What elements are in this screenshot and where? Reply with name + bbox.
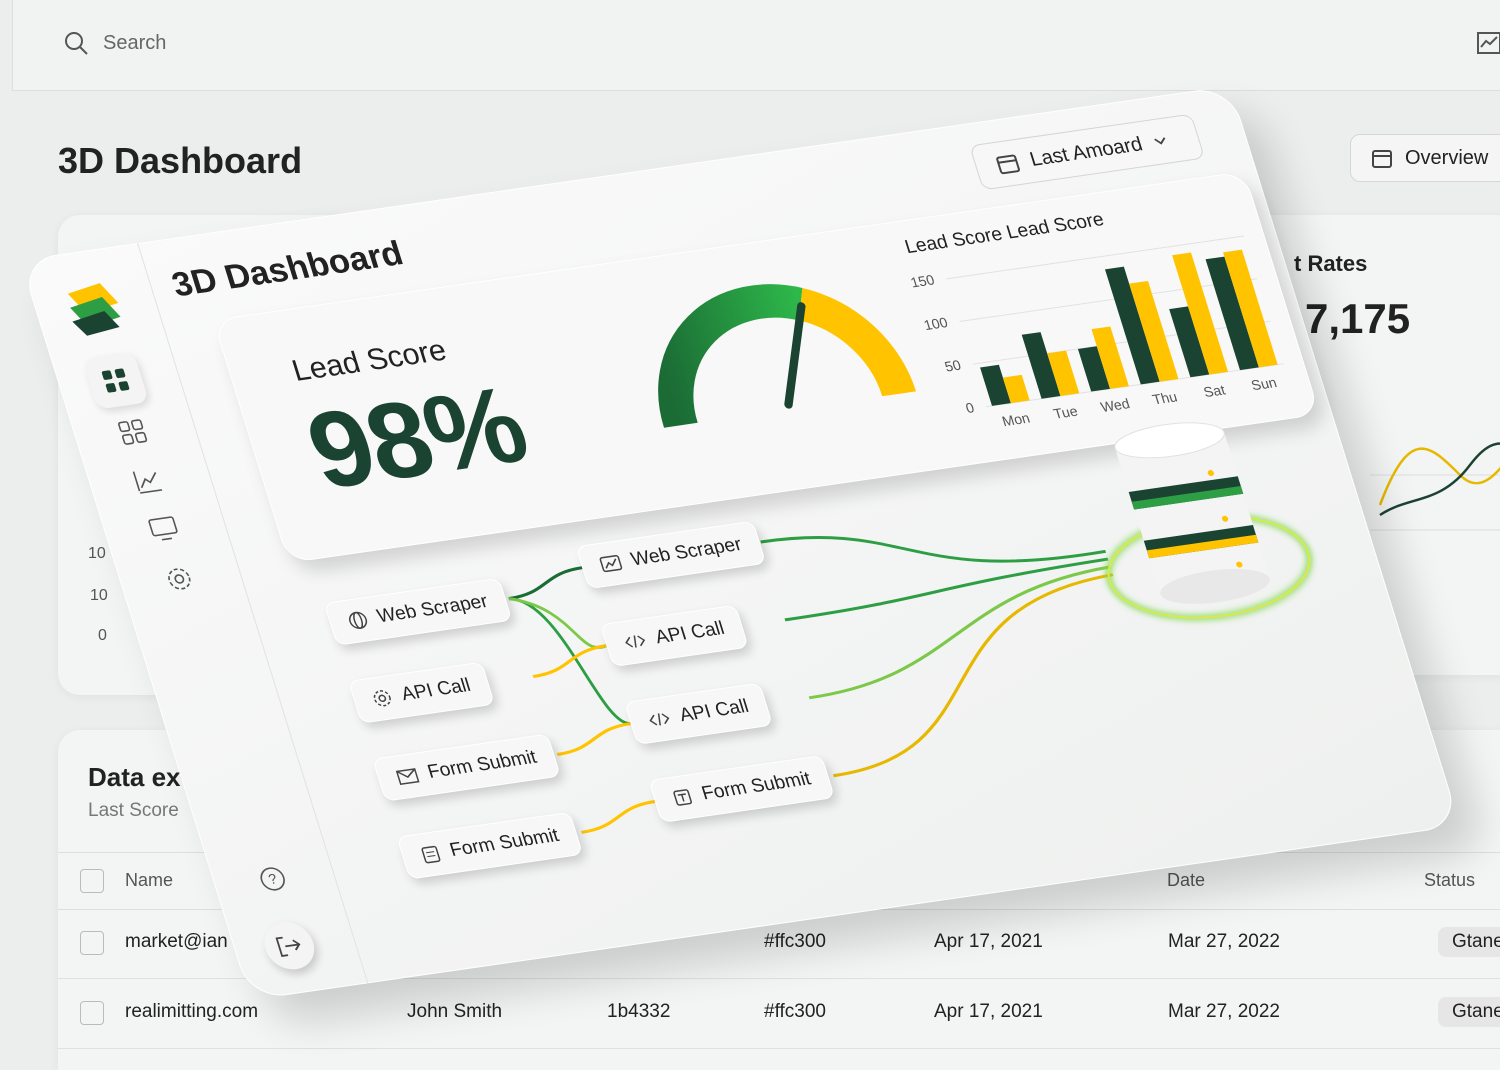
bar [980,364,1011,406]
table-cell: Apr 17, 2021 [934,1001,1043,1022]
nav-dashboard[interactable] [81,351,150,410]
calendar-icon [996,154,1020,175]
bar [1077,346,1111,392]
table-cell: #ffc300 [764,1001,826,1022]
x-tick-label: Sun [1249,374,1278,393]
bar [1021,332,1061,399]
page-title: 3D Dashboard [58,140,303,181]
node-label: Form Submit [425,746,540,783]
flow-node[interactable]: Web Scraper [575,520,766,590]
header-name[interactable]: Name [125,870,174,890]
checkbox[interactable] [80,869,104,893]
bar [1129,280,1179,382]
node-label: Form Submit [447,825,562,862]
node-label: API Call [398,674,474,706]
x-tick-label: Thu [1150,389,1179,408]
header-status: Status [1424,870,1476,890]
nav-monitor[interactable] [146,515,182,544]
logo [67,283,121,336]
bar [1047,350,1080,396]
node-label: Web Scraper [628,534,745,571]
x-tick-label: Tue [1051,403,1079,422]
table-cell: Mar 27, 2022 [1168,931,1280,952]
bar [1091,326,1129,389]
top-bar: Search [12,0,1500,91]
node-label: Web Scraper [374,590,491,628]
grid-line [985,363,1284,408]
x-tick-label: Sat [1202,382,1228,400]
header-date[interactable]: Date [1167,870,1206,890]
page: Search 3D Dashboard Overview t Rates 7,1… [12,0,1500,1049]
rates-title: t Rates [1294,251,1368,276]
logout-button[interactable] [258,918,321,973]
flow-node[interactable]: Form Submit [648,755,835,823]
nav-settings[interactable] [161,563,197,594]
axis-label: 10 [88,545,106,562]
bar [1172,252,1229,375]
x-tick-label: Wed [1099,395,1132,414]
table-cell: market@ian [125,931,228,952]
axis-label: 10 [90,587,108,604]
flow-node[interactable]: API Call [623,682,773,745]
flow-node[interactable]: Web Scraper [323,577,513,646]
overview-label: Overview [1405,146,1489,169]
y-tick-label: 150 [908,272,936,291]
search-input[interactable]: Search [103,32,167,54]
table-cell: 1b4332 [607,1001,671,1022]
status-badge: Gtanes [1438,927,1500,957]
table-cell: Apr 17, 2021 [934,931,1043,952]
bar [1002,374,1030,404]
bar [1169,306,1210,378]
y-tick-label: 50 [943,357,963,375]
node-label: API Call [676,695,752,727]
table-cell: realimitting.com [125,1001,259,1022]
date-button[interactable]: Last Amoard [969,113,1206,191]
calendar-icon [1372,150,1392,168]
nav-analytics[interactable] [131,466,165,495]
node-label: Form Submit [699,768,814,805]
grid-line [972,320,1271,365]
database [1114,422,1270,604]
table-cell: #ffc300 [764,931,826,952]
bar [1205,256,1259,371]
chart-icon[interactable] [1477,30,1500,56]
y-tick-label: 100 [922,314,950,333]
table-cell: Mar 27, 2022 [1168,1001,1280,1022]
x-tick-label: Mon [1000,410,1032,429]
rates-value: 7,175 [1305,295,1411,342]
help-icon[interactable]: ? [255,863,291,894]
bar [1223,249,1278,368]
status-badge: Gtanes [1438,997,1500,1027]
flow-connections [508,422,1313,834]
row-divider [58,1048,1500,1049]
bar [1104,266,1160,385]
overview-button[interactable]: Overview [1350,134,1500,182]
dashboard-card: ? 3D Dashboard Last Amoard Lead Score 98… [20,85,1461,1001]
grid-line [959,278,1258,322]
axis-label: 0 [98,627,107,644]
table-cell: John Smith [407,1001,503,1022]
sidebar: ? [20,242,369,1001]
lead-score-panel: Lead Score 98% Lead Score Lead Score 0 50… [212,171,1321,564]
flow-node[interactable]: Form Submit [396,811,584,880]
flow-node[interactable]: API Call [347,661,495,724]
rates-line [1370,442,1500,531]
gauge [658,284,916,428]
node-label: API Call [652,617,728,649]
checkbox[interactable] [80,1001,104,1025]
chevron [1154,137,1166,145]
table-subtitle: Last Score [88,800,179,821]
checkbox[interactable] [80,931,104,955]
search-icon [65,32,88,55]
flow-node[interactable]: API Call [599,604,749,668]
nav-grid[interactable] [116,418,150,447]
table-title: Data ex [88,762,181,792]
flow-node[interactable]: Form Submit [372,733,561,802]
row-divider [58,978,1500,979]
grid-line [946,235,1245,280]
